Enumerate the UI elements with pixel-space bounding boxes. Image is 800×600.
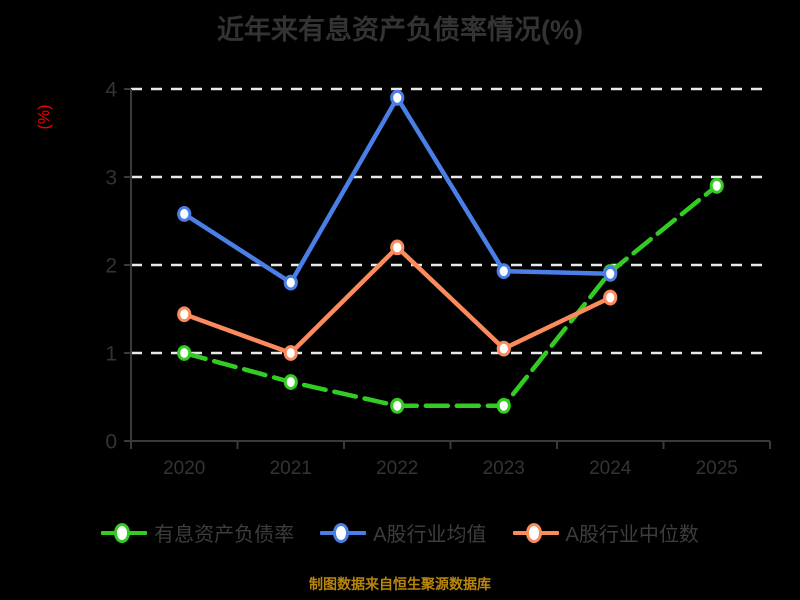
page-title: 近年来有息资产负债率情况(%) — [217, 15, 583, 45]
svg-text:2022: 2022 — [376, 458, 418, 479]
legend-item-2[interactable]: A股行业中位数 — [512, 518, 699, 547]
svg-text:1: 1 — [105, 343, 117, 366]
legend-label-1: A股行业均值 — [373, 524, 487, 546]
svg-text:2024: 2024 — [589, 458, 632, 479]
series-lines — [182, 95, 720, 409]
legend-label-2: A股行业中位数 — [565, 524, 699, 546]
svg-text:2020: 2020 — [163, 458, 205, 479]
svg-text:2025: 2025 — [696, 458, 738, 479]
svg-text:2023: 2023 — [483, 458, 525, 479]
y-axis-ticks: 0 1 2 3 4 — [105, 79, 131, 454]
x-axis-ticks: 2020 2021 2022 2023 2024 2025 — [130, 441, 771, 479]
legend-marker-icon-2 — [512, 522, 559, 544]
legend: 有息资产负债率 A股行业均值 A股行业中位数 — [0, 518, 800, 547]
legend-marker-icon-0 — [101, 522, 148, 544]
legend-marker-icon-1 — [320, 522, 367, 544]
svg-text:0: 0 — [105, 431, 117, 454]
svg-text:2021: 2021 — [270, 458, 312, 479]
svg-text:3: 3 — [105, 167, 117, 190]
series-markers — [177, 89, 724, 414]
legend-item-0[interactable]: 有息资产负债率 — [101, 518, 294, 547]
footer-note: 制图数据来自恒生聚源数据库 — [309, 576, 491, 592]
svg-text:2: 2 — [105, 255, 117, 278]
legend-item-1[interactable]: A股行业均值 — [320, 518, 487, 547]
svg-text:4: 4 — [105, 79, 117, 102]
y-gridlines — [131, 87, 770, 355]
legend-label-0: 有息资产负债率 — [154, 524, 295, 546]
